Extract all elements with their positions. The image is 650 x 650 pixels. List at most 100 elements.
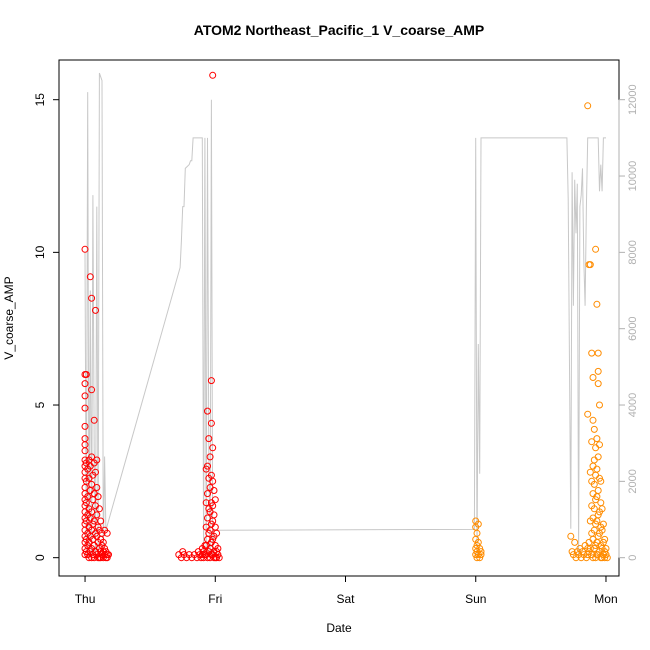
data-point: [204, 407, 211, 415]
data-point: [567, 532, 575, 540]
data-point: [594, 349, 602, 357]
y-axis: 0 5 10 15: [33, 93, 60, 561]
data-point: [590, 480, 598, 488]
data-point: [88, 386, 96, 394]
data-point: [205, 435, 213, 443]
data-point: [209, 71, 217, 79]
x-axis-label: Date: [326, 621, 352, 635]
data-point: [204, 514, 211, 522]
data-point: [95, 505, 103, 513]
data-point: [81, 447, 89, 455]
data-point: [209, 535, 217, 543]
y2-tick-label: 4000: [627, 393, 639, 417]
right-axis-line-layer: [84, 72, 606, 558]
x-tick-label: Sun: [465, 592, 486, 606]
data-point: [603, 554, 611, 562]
data-point: [571, 538, 579, 546]
data-point: [601, 554, 609, 562]
y-tick-label: 5: [33, 401, 47, 408]
data-point: [473, 529, 481, 537]
y2-tick-label: 8000: [627, 240, 639, 264]
data-point: [103, 529, 111, 537]
data-point: [477, 548, 485, 556]
data-point: [586, 468, 594, 476]
data-point: [81, 404, 89, 412]
data-point: [596, 441, 603, 449]
x-tick-label: Fri: [208, 592, 222, 606]
data-point: [592, 471, 600, 479]
data-point: [88, 294, 96, 302]
data-point: [596, 401, 603, 409]
data-point: [86, 487, 94, 494]
data-point: [594, 367, 602, 375]
data-point: [594, 487, 602, 494]
data-point: [593, 300, 601, 308]
data-point: [210, 511, 218, 519]
y-tick-label: 10: [33, 245, 47, 259]
x-axis: Thu Fri Sat Sun Mon: [75, 575, 618, 606]
data-point: [103, 554, 111, 562]
data-point: [90, 416, 98, 424]
data-point: [590, 505, 598, 513]
data-point: [89, 520, 97, 528]
data-point: [93, 456, 101, 464]
series-orange: [472, 102, 611, 562]
data-point: [477, 551, 485, 559]
points-layer: [81, 71, 611, 562]
data-point: [597, 499, 605, 507]
data-point: [589, 374, 597, 381]
data-point: [88, 508, 96, 516]
data-point: [592, 542, 600, 549]
data-point: [92, 306, 99, 314]
x-tick-label: Mon: [594, 592, 617, 606]
data-point: [582, 554, 590, 562]
data-point: [593, 435, 601, 443]
data-point: [81, 380, 89, 388]
data-point: [584, 102, 592, 110]
data-point: [592, 444, 600, 452]
data-point: [594, 453, 602, 461]
data-point: [599, 520, 607, 528]
data-point: [86, 273, 94, 281]
data-point: [598, 505, 606, 513]
data-point: [94, 493, 102, 501]
data-point: [592, 520, 600, 528]
data-point: [81, 422, 89, 430]
data-point: [585, 538, 593, 546]
data-point: [209, 477, 217, 485]
data-point: [209, 502, 217, 510]
data-point: [207, 377, 215, 385]
data-point: [474, 520, 482, 528]
data-point: [586, 261, 594, 269]
y-tick-label: 15: [33, 93, 47, 107]
data-point: [209, 444, 217, 452]
data-point: [588, 438, 596, 446]
data-point: [213, 554, 221, 562]
data-point: [592, 496, 600, 504]
data-point: [82, 371, 90, 378]
data-point: [97, 517, 105, 525]
data-point: [211, 496, 219, 504]
data-point: [93, 484, 101, 491]
data-point: [588, 349, 596, 357]
data-point: [590, 425, 598, 433]
data-point: [88, 480, 96, 488]
x-tick-label: Sat: [337, 592, 356, 606]
data-point: [207, 419, 215, 427]
data-point: [202, 499, 210, 507]
y-tick-label: 0: [33, 554, 47, 561]
data-point: [592, 245, 600, 253]
x-tick-label: Thu: [75, 592, 96, 606]
data-point: [105, 551, 112, 559]
data-point: [601, 535, 609, 543]
data-point: [204, 490, 211, 498]
data-point: [206, 453, 214, 461]
data-point: [81, 392, 89, 400]
data-point: [589, 416, 597, 424]
series-red: [81, 71, 223, 562]
data-point: [210, 487, 218, 494]
data-point: [205, 529, 213, 537]
chart-title: ATOM2 Northeast_Pacific_1 V_coarse_AMP: [194, 22, 485, 38]
data-point: [215, 554, 223, 562]
